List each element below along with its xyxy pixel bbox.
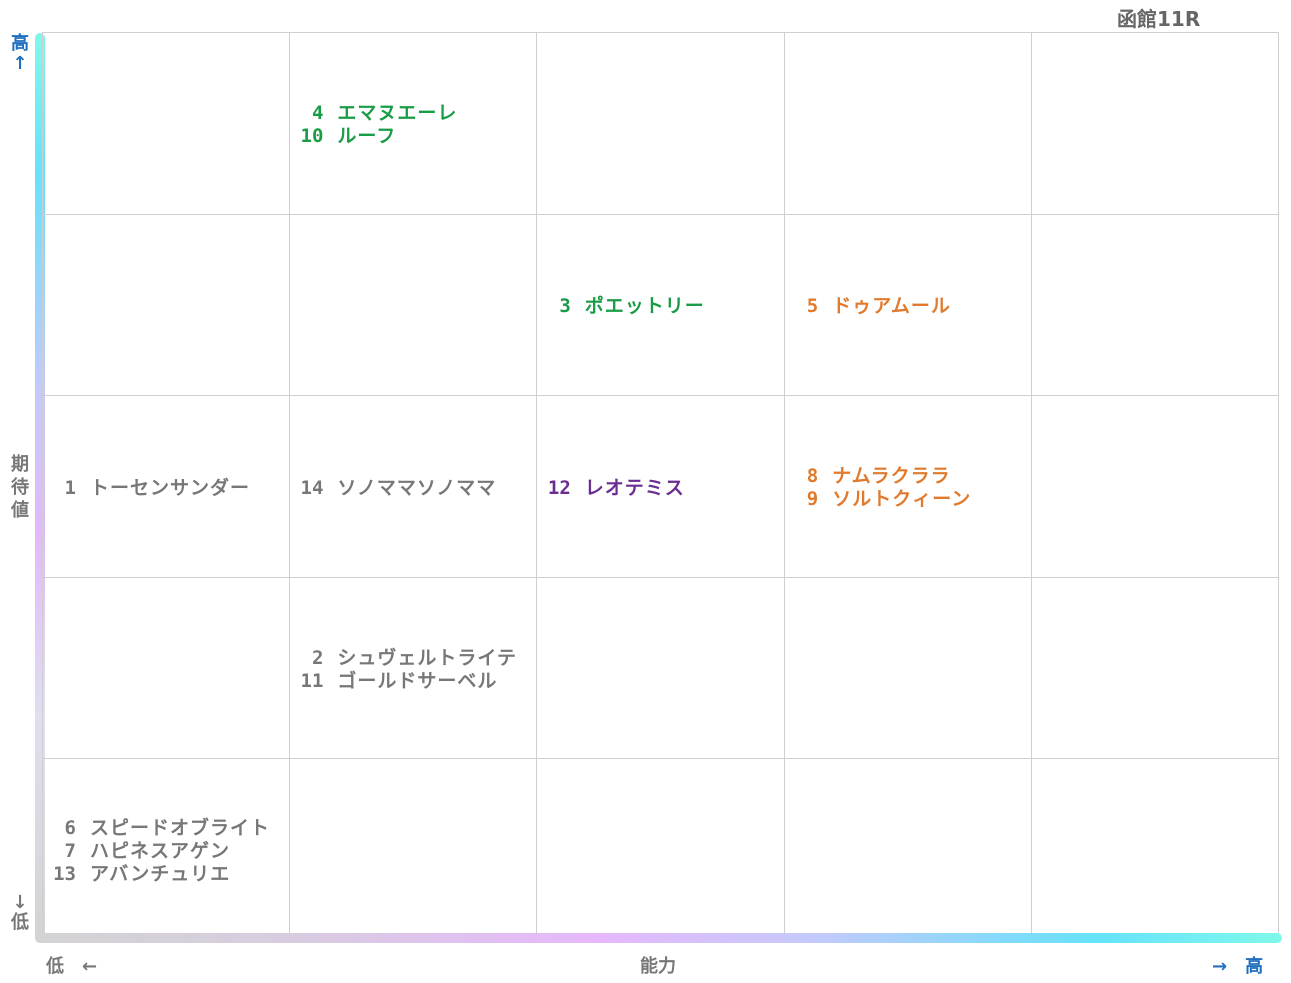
horse-name: シュヴェルトライテ [337,646,518,669]
horse-entry: 12 レオテミス [543,477,685,500]
grid-cell-entries: 8 ナムラクララ 9 ソルトクィーン [790,465,971,511]
horse-entry: 4 エマヌエーレ [295,102,457,125]
grid-cell-entries: 5 ドゥアムール [790,295,951,318]
horse-number: 8 [806,465,819,487]
race-title: 函館11R [1117,7,1201,31]
grid-vline [289,33,290,939]
horse-entry: 6 スピードオブライト [48,817,270,840]
grid-hline [43,577,1278,578]
y-axis-title-char: 期 [11,454,29,475]
horse-entry: 5 ドゥアムール [790,295,951,318]
grid-cell-entries: 12 レオテミス [543,477,685,500]
horse-number: 11 [300,669,324,692]
horse-name: ポエットリー [584,294,705,317]
x-axis-gradient-bar [35,933,1282,943]
horse-name: ゴールドサーベル [337,669,498,692]
horse-name: スピードオブライト [90,816,271,839]
horse-entry: 8 ナムラクララ [790,465,971,488]
x-axis-title: 能力 [640,956,676,977]
horse-number: 12 [547,476,571,499]
grid-cell-entries: 1 トーセンサンダー [48,477,250,500]
grid-hline [43,395,1278,396]
horse-name: ソノママソノママ [337,476,497,499]
grid-cell-entries: 4 エマヌエーレ 10 ルーフ [295,102,457,148]
horse-entry: 9 ソルトクィーン [790,488,971,511]
grid-hline [43,758,1278,759]
y-axis-high-text: 高 [11,33,29,54]
horse-entry: 3 ポエットリー [543,295,705,318]
horse-name: レオテミス [584,476,685,499]
grid-hline [43,214,1278,215]
horse-number: 2 [311,646,324,669]
horse-name: ルーフ [337,124,397,147]
horse-entry: 11 ゴールドサーベル [295,670,517,693]
horse-entry: 10 ルーフ [295,125,457,148]
y-axis-title-char: 待 [11,477,29,498]
horse-name: ドゥアムール [832,294,951,317]
y-axis-high-label: 高 ↑ [10,34,30,74]
grid-vline [784,33,785,939]
grid-cell-entries: 2 シュヴェルトライテ 11 ゴールドサーベル [295,647,517,693]
x-axis-low-label: 低 ← [46,956,98,977]
grid-cell-entries: 14 ソノママソノママ [295,477,496,500]
horse-entry: 14 ソノママソノママ [295,477,496,500]
horse-name: ソルトクィーン [832,488,972,510]
horse-number: 5 [806,294,819,317]
arrow-up-icon: ↑ [12,53,28,74]
horse-name: トーセンサンダー [90,476,251,499]
horse-name: ナムラクララ [832,465,951,487]
x-axis-high-label: → 高 [1212,956,1264,977]
y-axis-low-label: ↓ 低 [10,893,30,933]
horse-entry: 1 トーセンサンダー [48,477,250,500]
horse-entry: 13 アバンチュリエ [48,863,270,886]
horse-number: 13 [53,862,76,885]
y-axis-gradient-bar [35,33,45,941]
grid-cell-entries: 6 スピードオブライト 7 ハピネスアゲン 13 アバンチュリエ [48,817,270,886]
horse-number: 7 [64,839,76,862]
grid-vline [536,33,537,939]
horse-number: 3 [559,294,571,317]
y-axis-title: 期 待 値 [10,453,30,522]
horse-number: 6 [64,816,76,839]
horse-number: 4 [311,101,324,124]
horse-entry: 2 シュヴェルトライテ [295,647,517,670]
y-axis-title-char: 値 [11,500,29,521]
horse-number: 1 [64,476,76,499]
horse-name: エマヌエーレ [337,101,458,124]
horse-entry: 7 ハピネスアゲン [48,840,270,863]
grid-cell-entries: 3 ポエットリー [543,295,705,318]
horse-name: ハピネスアゲン [90,839,231,862]
arrow-down-icon: ↓ [12,892,28,913]
horse-number: 9 [806,488,819,510]
horse-number: 10 [300,124,324,147]
y-axis-low-text: 低 [11,912,29,933]
grid-vline [1031,33,1032,939]
horse-number: 14 [300,476,324,499]
horse-name: アバンチュリエ [90,862,231,885]
